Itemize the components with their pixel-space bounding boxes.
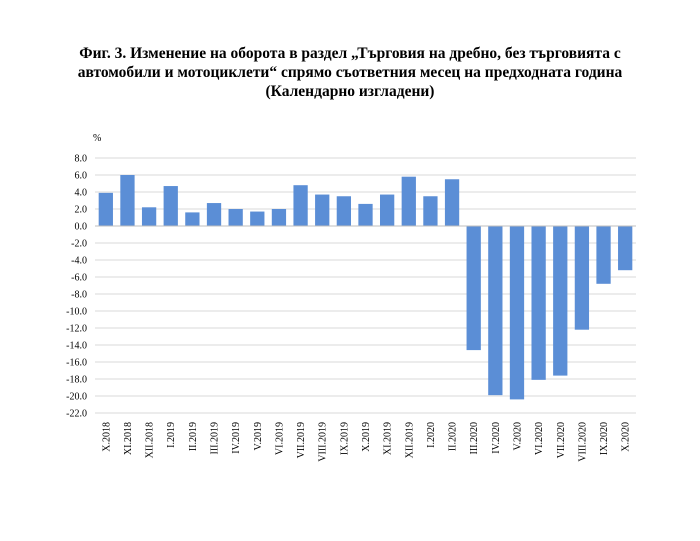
bar	[488, 226, 503, 396]
x-tick-label: IX.2020	[599, 422, 610, 455]
x-tick-label: V.2019	[253, 422, 264, 450]
x-tick-label: III.2019	[210, 422, 221, 455]
x-tick-label: V.2020	[512, 422, 523, 450]
bar	[618, 226, 633, 271]
y-tick-label: -20.0	[66, 392, 87, 403]
y-tick-label: -12.0	[66, 324, 87, 335]
bar	[509, 226, 525, 400]
bar	[250, 211, 265, 226]
chart-title-line-1: Фиг. 3. Изменение на оборота в раздел „Т…	[79, 45, 621, 62]
y-tick-label: -22.0	[66, 409, 87, 420]
bar	[379, 194, 395, 226]
bar	[293, 185, 308, 226]
y-tick-label: -8.0	[71, 290, 87, 301]
y-tick-label: -16.0	[66, 358, 87, 369]
x-tick-label: X.2018	[101, 422, 112, 452]
bar	[401, 176, 416, 226]
chart-title-line-2: автомобили и мотоциклети“ спрямо съответ…	[77, 64, 623, 81]
x-tick-label: I.2020	[426, 422, 437, 448]
bar	[120, 175, 135, 226]
bar	[185, 212, 200, 226]
bar	[336, 196, 352, 226]
bar	[444, 179, 460, 226]
y-tick-label: -2.0	[71, 239, 87, 250]
bar	[163, 186, 178, 226]
x-tick-label: IX.2019	[339, 422, 350, 455]
y-tick-label: 0.0	[75, 222, 88, 233]
x-tick-label: IV.2020	[491, 422, 502, 454]
x-tick-label: XI.2018	[123, 422, 134, 455]
x-tick-label: VI.2019	[274, 422, 285, 455]
chart-title: Фиг. 3. Изменение на оборота в раздел „Т…	[40, 44, 660, 101]
y-axis-tick-labels: 8.0 6.0 4.0 2.0 0.0 -2.0 -4.0 -6.0 -8.0 -10.0 -12.…	[66, 154, 87, 420]
x-tick-label: VIII.2019	[318, 422, 329, 462]
x-tick-label: VII.2019	[296, 422, 307, 458]
y-tick-label: 8.0	[75, 154, 88, 165]
y-tick-label: 6.0	[75, 171, 88, 182]
x-tick-label: X.2020	[621, 422, 632, 452]
bar	[553, 226, 568, 376]
bar	[141, 207, 157, 226]
x-tick-label: IV.2019	[231, 422, 242, 454]
x-tick-label: II.2020	[448, 422, 459, 451]
bar	[228, 209, 243, 226]
x-tick-label: VII.2020	[556, 422, 567, 458]
bar	[98, 192, 113, 226]
y-tick-label: 4.0	[75, 188, 88, 199]
y-axis-unit-label: %	[93, 133, 101, 144]
bar	[358, 203, 373, 226]
bars	[98, 175, 633, 400]
bar	[271, 209, 287, 226]
gridlines	[95, 157, 636, 414]
x-tick-label: II.2019	[188, 422, 199, 451]
bar	[206, 203, 222, 226]
x-tick-label: XII.2018	[145, 422, 156, 458]
x-tick-label: X.2019	[361, 422, 372, 452]
x-tick-label: VIII.2020	[577, 422, 588, 462]
bar	[531, 226, 546, 380]
x-tick-label: III.2020	[469, 422, 480, 455]
x-tick-label: XII.2019	[404, 422, 415, 458]
bar	[315, 194, 330, 226]
y-tick-label: -10.0	[66, 307, 87, 318]
y-tick-label: -6.0	[71, 273, 87, 284]
bar	[574, 226, 590, 330]
bar	[596, 226, 611, 284]
x-tick-label: I.2019	[166, 422, 177, 448]
y-tick-label: -4.0	[71, 256, 87, 267]
y-tick-label: -18.0	[66, 375, 87, 386]
bar	[423, 196, 438, 226]
y-tick-label: -14.0	[66, 341, 87, 352]
chart-title-line-3: (Календарно изгладени)	[265, 83, 435, 100]
bar	[466, 226, 481, 351]
x-tick-label: XI.2019	[383, 422, 394, 455]
x-tick-label: VI.2020	[534, 422, 545, 455]
y-tick-label: 2.0	[75, 205, 88, 216]
x-axis-tick-labels: X.2018 XI.2018 XII.2018 I.2019 II.2019 III.20…	[101, 422, 631, 462]
